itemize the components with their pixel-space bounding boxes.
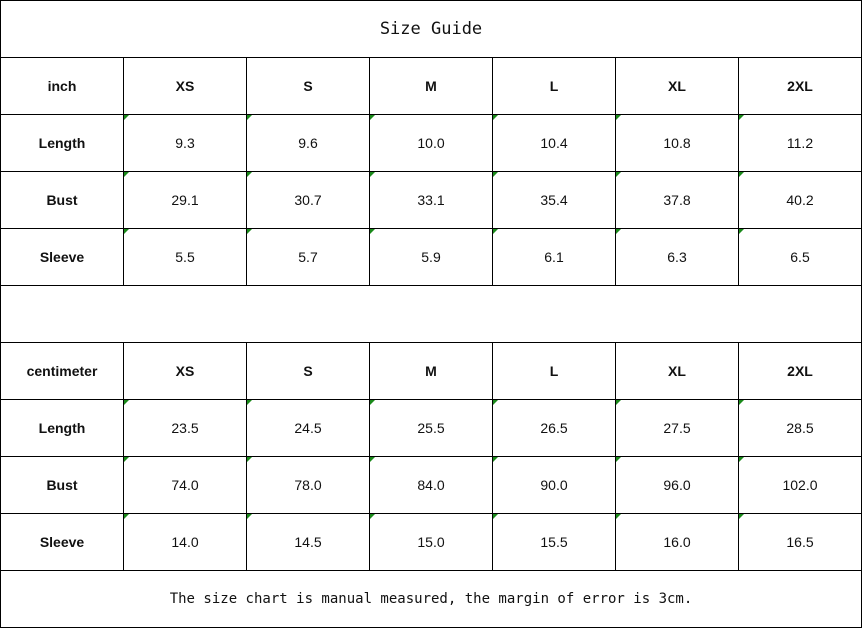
measurement-cell: 40.2 — [738, 171, 862, 229]
measurement-cell: 74.0 — [123, 456, 247, 514]
measurement-cell: 25.5 — [369, 399, 493, 457]
size-header: S — [246, 342, 370, 400]
measurement-cell: 15.0 — [369, 513, 493, 571]
spacer-row — [0, 285, 862, 343]
size-header: 2XL — [738, 57, 862, 115]
measurement-cell: 16.0 — [615, 513, 739, 571]
measurement-cell: 78.0 — [246, 456, 370, 514]
size-header: XL — [615, 342, 739, 400]
row-label: Sleeve — [0, 513, 124, 571]
size-header: 2XL — [738, 342, 862, 400]
measurement-cell: 102.0 — [738, 456, 862, 514]
size-header: L — [492, 342, 616, 400]
measurement-cell: 5.5 — [123, 228, 247, 286]
size-header: S — [246, 57, 370, 115]
measurement-cell: 28.5 — [738, 399, 862, 457]
measurement-cell: 23.5 — [123, 399, 247, 457]
measurement-cell: 33.1 — [369, 171, 493, 229]
measurement-cell: 9.6 — [246, 114, 370, 172]
title-row: Size Guide — [0, 0, 862, 58]
size-header: M — [369, 342, 493, 400]
table-row: Length 9.3 9.6 10.0 10.4 10.8 11.2 — [0, 114, 862, 172]
table-row: Sleeve 5.5 5.7 5.9 6.1 6.3 6.5 — [0, 228, 862, 286]
note-row: The size chart is manual measured, the m… — [0, 570, 862, 628]
measurement-cell: 5.7 — [246, 228, 370, 286]
measurement-cell: 6.1 — [492, 228, 616, 286]
size-header: XS — [123, 342, 247, 400]
measurement-cell: 37.8 — [615, 171, 739, 229]
row-label: Length — [0, 399, 124, 457]
row-label: Bust — [0, 171, 124, 229]
measurement-cell: 10.0 — [369, 114, 493, 172]
unit-header: centimeter — [0, 342, 124, 400]
row-label: Sleeve — [0, 228, 124, 286]
measurement-cell: 29.1 — [123, 171, 247, 229]
size-header: M — [369, 57, 493, 115]
table-row: Sleeve 14.0 14.5 15.0 15.5 16.0 16.5 — [0, 513, 862, 571]
table-row: Length 23.5 24.5 25.5 26.5 27.5 28.5 — [0, 399, 862, 457]
measurement-cell: 26.5 — [492, 399, 616, 457]
measurement-cell: 30.7 — [246, 171, 370, 229]
table-row: Bust 29.1 30.7 33.1 35.4 37.8 40.2 — [0, 171, 862, 229]
measurement-cell: 35.4 — [492, 171, 616, 229]
measurement-cell: 84.0 — [369, 456, 493, 514]
measurement-cell: 14.0 — [123, 513, 247, 571]
size-header: L — [492, 57, 616, 115]
row-label: Length — [0, 114, 124, 172]
page-title: Size Guide — [0, 0, 862, 58]
size-header: XS — [123, 57, 247, 115]
measurement-cell: 5.9 — [369, 228, 493, 286]
measurement-cell: 90.0 — [492, 456, 616, 514]
measurement-cell: 10.4 — [492, 114, 616, 172]
measurement-cell: 11.2 — [738, 114, 862, 172]
measurement-cell: 10.8 — [615, 114, 739, 172]
table-row: Bust 74.0 78.0 84.0 90.0 96.0 102.0 — [0, 456, 862, 514]
spacer-cell — [0, 285, 862, 343]
measurement-cell: 27.5 — [615, 399, 739, 457]
measurement-cell: 14.5 — [246, 513, 370, 571]
measurement-cell: 9.3 — [123, 114, 247, 172]
row-label: Bust — [0, 456, 124, 514]
measurement-note: The size chart is manual measured, the m… — [0, 570, 862, 628]
unit-header: inch — [0, 57, 124, 115]
inch-table-header-row: inch XS S M L XL 2XL — [0, 57, 862, 115]
measurement-cell: 6.3 — [615, 228, 739, 286]
cm-table-header-row: centimeter XS S M L XL 2XL — [0, 342, 862, 400]
measurement-cell: 6.5 — [738, 228, 862, 286]
measurement-cell: 15.5 — [492, 513, 616, 571]
measurement-cell: 16.5 — [738, 513, 862, 571]
measurement-cell: 24.5 — [246, 399, 370, 457]
size-header: XL — [615, 57, 739, 115]
measurement-cell: 96.0 — [615, 456, 739, 514]
